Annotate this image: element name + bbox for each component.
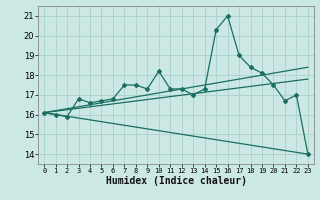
X-axis label: Humidex (Indice chaleur): Humidex (Indice chaleur) <box>106 176 246 186</box>
